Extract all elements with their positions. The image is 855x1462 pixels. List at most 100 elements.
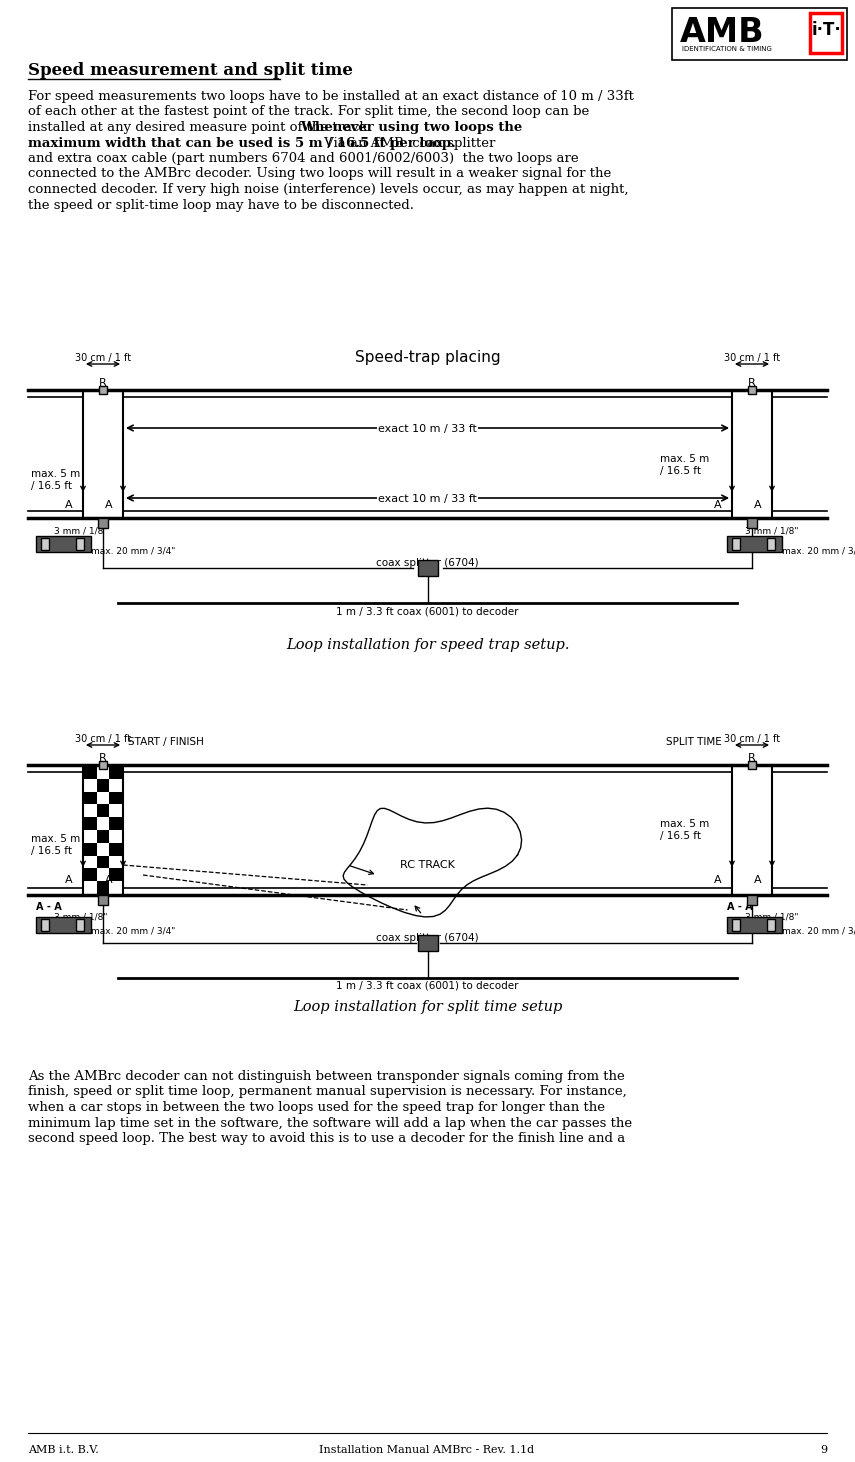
Text: 30 cm / 1 ft: 30 cm / 1 ft [75, 352, 131, 363]
Text: A: A [105, 500, 113, 510]
Text: coax splitter (6704): coax splitter (6704) [376, 558, 479, 569]
Text: IDENTIFICATION & TIMING: IDENTIFICATION & TIMING [682, 45, 772, 53]
Bar [748, 762, 756, 769]
Text: exact 10 m / 33 ft: exact 10 m / 33 ft [378, 424, 477, 434]
Text: i·T·: i·T· [811, 20, 840, 39]
Text: of each other at the fastest point of the track. For split time, the second loop: of each other at the fastest point of th… [28, 105, 589, 118]
Bar [747, 895, 757, 905]
Text: RC TRACK: RC TRACK [400, 860, 455, 870]
Text: A: A [65, 874, 73, 885]
Bar [97, 830, 109, 842]
Bar [99, 762, 107, 769]
Text: R: R [99, 379, 107, 387]
Text: SPLIT TIME: SPLIT TIME [666, 737, 722, 747]
Text: max. 5 m
/ 16.5 ft: max. 5 m / 16.5 ft [31, 469, 80, 491]
Bar [98, 518, 108, 528]
Text: AMB i.t. B.V.: AMB i.t. B.V. [28, 1444, 98, 1455]
Text: A: A [715, 500, 722, 510]
Text: R: R [99, 753, 107, 763]
Text: As the AMBrc decoder can not distinguish between transponder signals coming from: As the AMBrc decoder can not distinguish… [28, 1070, 625, 1083]
Text: connected to the AMBrc decoder. Using two loops will result in a weaker signal f: connected to the AMBrc decoder. Using tw… [28, 168, 611, 180]
Bar [98, 895, 108, 905]
Text: finish, speed or split time loop, permanent manual supervision is necessary. For: finish, speed or split time loop, perman… [28, 1085, 627, 1098]
Text: max. 20 mm / 3/4": max. 20 mm / 3/4" [782, 545, 855, 556]
Bar [417, 560, 438, 576]
Text: max. 5 m
/ 16.5 ft: max. 5 m / 16.5 ft [31, 835, 80, 855]
Text: max. 5 m
/ 16.5 ft: max. 5 m / 16.5 ft [660, 455, 710, 475]
Text: 30 cm / 1 ft: 30 cm / 1 ft [75, 734, 131, 744]
Bar [76, 538, 84, 550]
Bar [97, 779, 109, 791]
Text: A - A: A - A [36, 902, 62, 912]
Text: Loop installation for speed trap setup.: Loop installation for speed trap setup. [286, 637, 569, 652]
Bar [767, 920, 775, 931]
Bar [36, 917, 91, 933]
Text: the speed or split-time loop may have to be disconnected.: the speed or split-time loop may have to… [28, 199, 414, 212]
Bar [84, 766, 97, 779]
Bar [76, 920, 84, 931]
Text: second speed loop. The best way to avoid this is to use a decoder for the finish: second speed loop. The best way to avoid… [28, 1132, 625, 1145]
Bar [727, 537, 782, 553]
Text: 3 mm / 1/8": 3 mm / 1/8" [745, 526, 799, 537]
Bar [84, 817, 97, 830]
Text: when a car stops in between the two loops used for the speed trap for longer tha: when a car stops in between the two loop… [28, 1101, 605, 1114]
Bar [747, 518, 757, 528]
Text: max. 20 mm / 3/4": max. 20 mm / 3/4" [91, 545, 175, 556]
Text: A - A: A - A [727, 902, 752, 912]
Text: connected decoder. If very high noise (interference) levels occur, as may happen: connected decoder. If very high noise (i… [28, 183, 628, 196]
Text: A: A [754, 874, 762, 885]
Bar [97, 804, 109, 817]
Text: Installation Manual AMBrc - Rev. 1.1d: Installation Manual AMBrc - Rev. 1.1d [320, 1444, 534, 1455]
Bar [97, 855, 109, 868]
Bar [732, 920, 740, 931]
Text: 3 mm / 1/8": 3 mm / 1/8" [54, 912, 108, 921]
Text: 30 cm / 1 ft: 30 cm / 1 ft [724, 352, 780, 363]
Text: max. 5 m
/ 16.5 ft: max. 5 m / 16.5 ft [660, 819, 710, 841]
Bar [84, 868, 97, 882]
Text: maximum width that can be used is 5 m / 16.5 ft per loop.: maximum width that can be used is 5 m / … [28, 136, 456, 149]
Bar [417, 936, 438, 950]
Text: Loop installation for split time setup: Loop installation for split time setup [292, 1000, 563, 1015]
Text: A: A [105, 874, 113, 885]
Bar [41, 920, 49, 931]
Text: exact 10 m / 33 ft: exact 10 m / 33 ft [378, 494, 477, 504]
Bar [36, 537, 91, 553]
Bar [109, 868, 122, 882]
Text: R: R [748, 379, 756, 387]
Bar [109, 817, 122, 830]
Bar [109, 842, 122, 855]
Text: Speed measurement and split time: Speed measurement and split time [28, 61, 353, 79]
Bar [748, 386, 756, 393]
Text: installed at any desired measure point of the track.: installed at any desired measure point o… [28, 121, 376, 135]
Text: 1 m / 3.3 ft coax (6001) to decoder: 1 m / 3.3 ft coax (6001) to decoder [336, 981, 519, 991]
Bar [767, 538, 775, 550]
Text: AMB: AMB [680, 16, 764, 50]
Text: A: A [754, 500, 762, 510]
Text: Via an AMB  coax splitter: Via an AMB coax splitter [321, 136, 496, 149]
Bar [99, 386, 107, 393]
Text: max. 20 mm / 3/4": max. 20 mm / 3/4" [782, 927, 855, 936]
Text: 30 cm / 1 ft: 30 cm / 1 ft [724, 734, 780, 744]
Text: and extra coax cable (part numbers 6704 and 6001/6002/6003)  the two loops are: and extra coax cable (part numbers 6704 … [28, 152, 579, 165]
Text: A: A [65, 500, 73, 510]
Bar [727, 917, 782, 933]
Text: coax splitter (6704): coax splitter (6704) [376, 933, 479, 943]
Text: START / FINISH: START / FINISH [128, 737, 203, 747]
Text: R: R [748, 753, 756, 763]
Text: 3 mm / 1/8": 3 mm / 1/8" [745, 912, 799, 921]
Text: 1 m / 3.3 ft coax (6001) to decoder: 1 m / 3.3 ft coax (6001) to decoder [336, 607, 519, 616]
Bar [109, 766, 122, 779]
Text: A: A [715, 874, 722, 885]
Bar [97, 882, 109, 893]
Text: max. 20 mm / 3/4": max. 20 mm / 3/4" [91, 927, 175, 936]
Text: Whenever using two loops the: Whenever using two loops the [300, 121, 522, 135]
Bar [84, 791, 97, 804]
Bar [84, 842, 97, 855]
Text: 9: 9 [820, 1444, 827, 1455]
Bar [732, 538, 740, 550]
Text: 3 mm / 1/8": 3 mm / 1/8" [54, 526, 108, 537]
Text: minimum lap time set in the software, the software will add a lap when the car p: minimum lap time set in the software, th… [28, 1117, 632, 1130]
Text: For speed measurements two loops have to be installed at an exact distance of 10: For speed measurements two loops have to… [28, 91, 634, 102]
Text: Speed-trap placing: Speed-trap placing [355, 349, 500, 366]
Bar [109, 791, 122, 804]
